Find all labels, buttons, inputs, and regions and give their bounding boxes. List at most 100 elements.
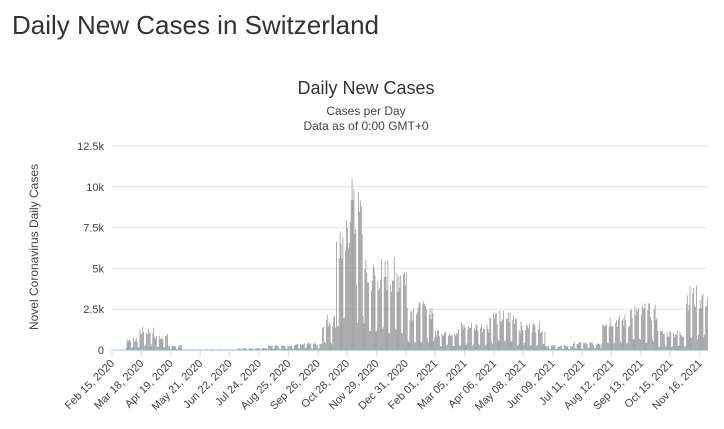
bar — [676, 330, 678, 350]
bar — [567, 345, 569, 350]
bar — [422, 304, 424, 350]
bar — [333, 317, 335, 350]
bar — [134, 342, 135, 350]
bar — [135, 337, 137, 350]
bar — [258, 348, 259, 350]
bar — [199, 349, 201, 350]
bar — [137, 347, 139, 350]
bar — [335, 327, 336, 350]
bar — [298, 348, 300, 350]
bar — [243, 348, 245, 350]
bar — [579, 341, 581, 350]
bar — [310, 342, 312, 350]
bar — [161, 337, 163, 350]
bar — [543, 343, 545, 350]
bar — [513, 315, 515, 350]
bar — [138, 347, 140, 350]
bar — [565, 346, 567, 350]
bar — [372, 264, 374, 350]
bar — [426, 309, 427, 350]
bar — [410, 311, 412, 350]
bar — [387, 260, 389, 350]
bar — [356, 285, 358, 350]
bar — [537, 345, 538, 350]
bar — [471, 322, 472, 350]
bar — [460, 345, 461, 350]
bar — [342, 237, 344, 350]
bar — [404, 272, 405, 350]
bar — [373, 267, 375, 350]
bar — [536, 345, 538, 350]
bar — [252, 348, 254, 350]
bar — [269, 345, 271, 350]
bar — [302, 344, 303, 350]
y-tick-label: 2.5k — [83, 304, 104, 316]
bar — [169, 348, 171, 350]
bar — [689, 286, 691, 350]
bar — [174, 346, 176, 350]
bar — [237, 348, 239, 350]
bar — [435, 331, 437, 350]
bar — [394, 328, 396, 350]
bar — [334, 315, 336, 350]
bar — [469, 327, 471, 350]
bar — [668, 336, 670, 350]
bar — [315, 345, 317, 350]
bar — [392, 280, 393, 350]
bar — [277, 346, 279, 350]
bar — [314, 342, 315, 350]
bar — [282, 345, 284, 350]
bar — [331, 344, 333, 350]
bar — [706, 305, 707, 350]
bar — [629, 309, 631, 350]
bar — [151, 344, 153, 350]
bar — [461, 325, 463, 350]
bar — [572, 346, 573, 350]
bar — [395, 330, 397, 350]
bar — [598, 343, 600, 350]
bar — [212, 349, 213, 350]
bar — [213, 349, 215, 350]
bar — [328, 322, 330, 350]
bar — [561, 345, 562, 350]
bar — [280, 345, 282, 350]
bar — [616, 320, 617, 350]
bar — [501, 320, 503, 350]
bar — [627, 342, 628, 350]
bar — [688, 304, 690, 350]
bar — [491, 341, 493, 350]
bar — [325, 319, 327, 350]
bar — [548, 345, 549, 350]
bar — [599, 344, 601, 350]
bar — [476, 324, 478, 350]
bar — [677, 345, 679, 350]
bar — [445, 331, 447, 350]
bar — [692, 293, 694, 350]
bar — [316, 344, 318, 350]
bar — [348, 242, 350, 350]
bar — [355, 229, 357, 350]
bar — [319, 344, 321, 350]
bar — [648, 303, 650, 350]
bar — [673, 332, 674, 350]
bar — [261, 348, 263, 350]
bar — [339, 231, 341, 350]
bar — [409, 320, 411, 350]
bar — [248, 348, 250, 350]
bar — [493, 312, 494, 350]
page-title: Daily New Cases in Switzerland — [12, 10, 380, 40]
bar — [502, 319, 504, 350]
bar — [367, 282, 369, 350]
bar — [556, 348, 558, 350]
bar — [185, 349, 187, 350]
y-axis-ticks: 0 2.5k 5k 7.5k 10k 12.5k — [77, 141, 104, 357]
bar — [393, 280, 394, 350]
bar — [330, 343, 332, 350]
bar — [381, 259, 382, 350]
bar — [448, 335, 449, 350]
bar — [324, 341, 325, 350]
bar — [480, 327, 482, 350]
bar — [275, 345, 277, 350]
bar — [421, 342, 423, 350]
